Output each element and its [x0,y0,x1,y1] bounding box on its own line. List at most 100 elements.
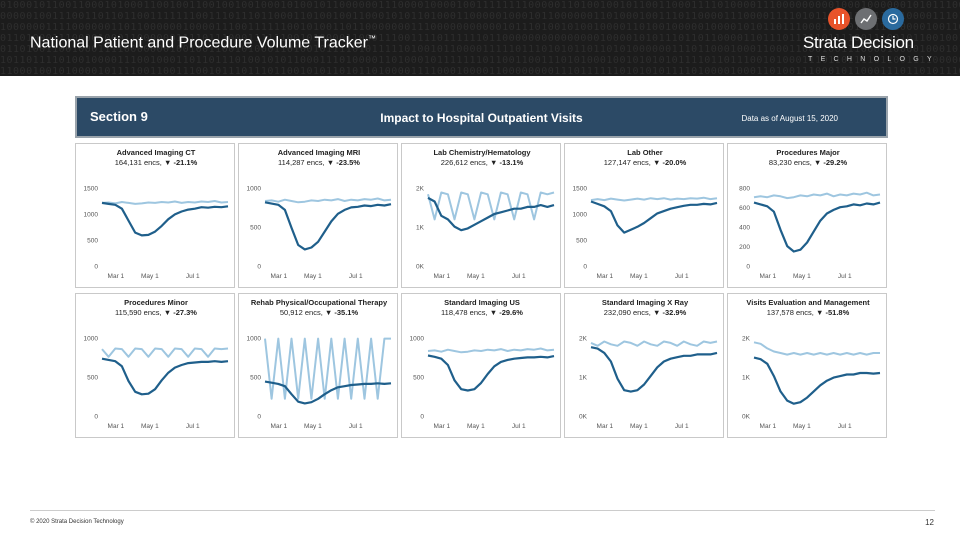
x-tick-label: Mar 1 [434,423,451,430]
y-tick-label: 1000 [247,186,262,193]
prior-year-line [753,341,880,356]
x-tick-label: Mar 1 [434,273,451,280]
y-tick-label: 1000 [84,336,99,343]
chart-title: Procedures Major [776,148,839,157]
prior-year-line [590,340,718,347]
prior-year-line [264,197,392,204]
y-tick-label: 500 [250,225,261,232]
y-tick-label: 0 [583,264,587,271]
brand-icons [828,8,904,30]
encounter-count: 137,578 encs, [767,308,816,317]
chart-panel: Standard Imaging US 118,478 encs, ▼ -29.6… [401,293,561,438]
y-tick-label: 400 [739,225,750,232]
current-year-line [753,201,881,253]
chart-subtitle: 50,912 encs, ▼ -35.1% [280,308,359,317]
chart-panel: Advanced Imaging CT 164,131 encs, ▼ -21.1… [75,143,235,288]
x-tick-label: Jul 1 [349,423,363,430]
x-tick-label: Mar 1 [271,423,288,430]
y-tick-label: 1K [416,225,425,232]
prior-year-line [427,191,555,221]
chart-panel: Standard Imaging X Ray 232,090 encs, ▼ -3… [564,293,724,438]
clock-icon [882,8,904,30]
y-tick-label: 500 [87,238,98,245]
chart-subtitle: 115,590 encs, ▼ -27.3% [115,308,197,317]
prior-year-line [264,337,391,400]
chart-subtitle: 137,578 encs, ▼ -51.8% [767,308,850,317]
dashboard-image: Section 9 Impact to Hospital Outpatient … [75,96,888,452]
chart-svg: Visits Evaluation and Management137,578 … [742,298,881,430]
x-tick-label: Jul 1 [838,423,852,430]
y-tick-label: 500 [250,375,261,382]
chart-subtitle: 83,230 encs, ▼ -29.2% [769,158,848,167]
x-tick-label: Mar 1 [597,423,614,430]
x-tick-label: Mar 1 [271,273,288,280]
change-percent: ▼ -23.5% [327,158,361,167]
top-banner: 0100010110011000101000110010011001001001… [0,0,960,76]
chart-svg: Rehab Physical/Occupational Therapy50,91… [247,298,392,430]
x-tick-label: Mar 1 [108,423,125,430]
current-year-line [101,357,229,396]
encounter-count: 114,287 encs, [278,158,327,167]
prior-year-line [753,191,881,200]
chart-panel: Lab Other 127,147 encs, ▼ -20.0% 1500 1000 5… [564,143,724,288]
footer-divider [30,510,935,511]
chart-title: Advanced Imaging CT [117,148,196,157]
x-tick-label: Jul 1 [838,273,852,280]
change-percent: ▼ -51.8% [816,308,850,317]
data-as-of: Data as of August 15, 2020 [741,114,838,123]
chart-title: Standard Imaging X Ray [602,298,689,307]
chart-subtitle: 114,287 encs, ▼ -23.5% [278,158,360,167]
y-tick-label: 1000 [247,336,262,343]
current-year-line [264,201,392,251]
x-tick-label: Jul 1 [675,423,689,430]
y-tick-label: 800 [739,186,750,193]
y-tick-label: 0 [94,264,98,271]
x-tick-label: Jul 1 [349,273,363,280]
change-percent: ▼ -21.1% [164,158,198,167]
x-tick-label: Jul 1 [512,423,526,430]
y-tick-label: 0 [746,264,750,271]
change-percent: ▼ -29.6% [490,308,524,317]
chart-panel: Visits Evaluation and Management 137,578 … [727,293,887,438]
x-tick-label: Mar 1 [108,273,125,280]
prior-year-line [427,347,555,354]
x-tick-label: May 1 [793,423,811,430]
encounter-count: 50,912 encs, [280,308,325,317]
y-tick-label: 200 [739,244,750,251]
x-tick-label: Jul 1 [512,273,526,280]
y-tick-label: 0K [416,264,425,271]
x-tick-label: May 1 [304,273,322,280]
y-tick-label: 1000 [573,212,588,219]
chart-panel: Rehab Physical/Occupational Therapy 50,91… [238,293,398,438]
x-tick-label: May 1 [467,273,485,280]
y-tick-label: 0 [257,264,261,271]
x-tick-label: Jul 1 [186,273,200,280]
y-tick-label: 0 [94,414,98,421]
encounter-count: 232,090 encs, [604,308,653,317]
y-tick-label: 500 [87,375,98,382]
prior-year-line [590,196,718,202]
x-tick-label: May 1 [141,273,159,280]
encounter-count: 118,478 encs, [441,308,490,317]
y-tick-label: 0 [257,414,261,421]
y-tick-label: 500 [576,238,587,245]
section-label: Section 9 [90,109,148,124]
x-tick-label: Jul 1 [675,273,689,280]
footer-copyright: © 2020 Strata Decision Technology [30,519,124,525]
current-year-line [753,356,881,405]
x-tick-label: Mar 1 [597,273,614,280]
chart-panel: Procedures Major 83,230 encs, ▼ -29.2% 800… [727,143,887,288]
x-tick-label: May 1 [630,423,648,430]
brand-name: Strata Decision [803,33,914,52]
encounter-count: 127,147 encs, [604,158,653,167]
chart-panel: Lab Chemistry/Hematology 226,612 encs, ▼ … [401,143,561,288]
chart-subtitle: 226,612 encs, ▼ -13.1% [441,158,524,167]
x-tick-label: Mar 1 [760,273,777,280]
change-percent: ▼ -29.2% [814,158,848,167]
bar-chart-icon [828,8,850,30]
current-year-line [427,354,555,392]
